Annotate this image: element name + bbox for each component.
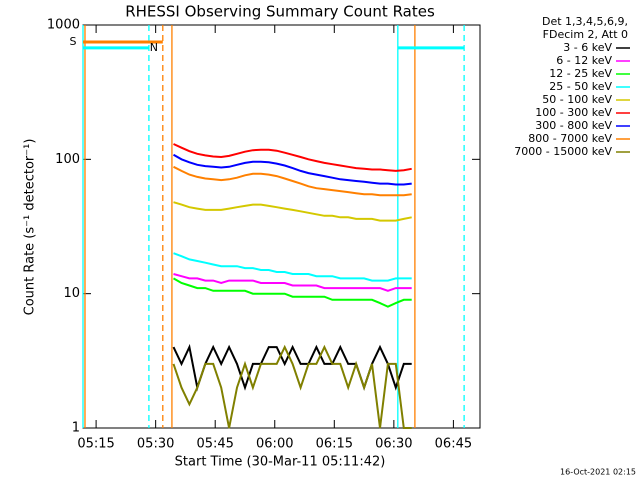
y-tick-label: 10 <box>63 286 80 301</box>
series-line <box>173 277 412 308</box>
legend-label: 7000 - 15000 keV <box>514 145 612 158</box>
legend-label: 50 - 100 keV <box>542 93 612 106</box>
legend-label: 25 - 50 keV <box>549 80 612 93</box>
interval-label: N <box>150 41 158 54</box>
series-line <box>173 273 412 292</box>
x-tick-label: 05:15 <box>77 437 114 452</box>
footer: 16-Oct-2021 02:15 <box>560 468 636 477</box>
series-line <box>173 201 412 222</box>
x-tick-label: 06:30 <box>375 437 412 452</box>
series-line <box>173 153 412 186</box>
y-tick-label: 100 <box>55 152 80 167</box>
x-tick-label: 05:45 <box>196 437 233 452</box>
y-label: Count Rate (s⁻¹ detector⁻¹) <box>23 139 38 316</box>
legend-title: Det 1,3,4,5,6,9, <box>542 15 628 28</box>
x-tick-label: 06:45 <box>435 437 472 452</box>
legend-label: 12 - 25 keV <box>549 67 612 80</box>
series-line <box>173 143 412 172</box>
legend-label: 3 - 6 keV <box>563 41 612 54</box>
legend-label: 800 - 7000 keV <box>528 132 612 145</box>
x-label: Start Time (30-Mar-11 05:11:42) <box>175 455 386 470</box>
y-tick-label: 1 <box>72 421 80 436</box>
series-line <box>172 344 412 429</box>
x-tick-label: 05:30 <box>137 437 174 452</box>
y-tick-label: 1000 <box>47 18 80 33</box>
x-tick-label: 06:00 <box>256 437 293 452</box>
chart-title: RHESSI Observing Summary Count Rates <box>125 3 435 21</box>
legend-label: 300 - 800 keV <box>535 119 612 132</box>
legend-label: 100 - 300 keV <box>535 106 612 119</box>
x-tick-label: 06:15 <box>316 437 353 452</box>
series-line <box>173 252 412 282</box>
interval-label: S <box>70 35 77 48</box>
legend-title: FDecim 2, Att 0 <box>543 28 628 41</box>
legend-label: 6 - 12 keV <box>556 54 612 67</box>
series-line <box>173 165 412 197</box>
